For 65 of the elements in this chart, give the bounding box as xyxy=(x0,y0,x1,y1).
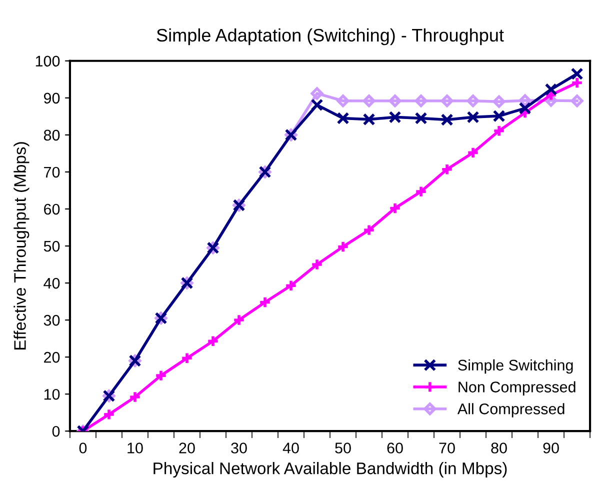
point xyxy=(284,279,298,292)
point xyxy=(102,408,116,421)
point xyxy=(336,112,350,125)
legend-label: Non Compressed xyxy=(458,381,576,396)
x-tick-label: 0 xyxy=(79,442,87,454)
point xyxy=(570,94,584,108)
x-tick-label: 40 xyxy=(282,442,299,454)
point xyxy=(232,314,246,326)
point xyxy=(388,110,402,124)
y-tick-label: 0 xyxy=(52,426,60,437)
x-tick-label: 30 xyxy=(231,442,247,454)
point xyxy=(414,112,428,125)
y-tick-label: 40 xyxy=(44,278,60,289)
x-axis-title: Physical Network Available Bandwidth (in Mbps) xyxy=(154,462,507,478)
x-tick-label: 90 xyxy=(543,442,559,454)
y-tick-label: 80 xyxy=(44,130,60,141)
point xyxy=(310,98,324,112)
point xyxy=(336,240,350,253)
point xyxy=(362,224,376,236)
point xyxy=(466,94,480,108)
y-tick-label: 60 xyxy=(44,204,60,215)
legend-label: Simple Switching xyxy=(458,359,573,374)
chart-title: Simple Adaptation (Switching) - Throughput xyxy=(156,28,504,46)
y-axis-title: Effective Throughput (Mbps) xyxy=(14,142,30,350)
point xyxy=(154,369,168,382)
point xyxy=(388,202,402,214)
point xyxy=(466,146,480,159)
point xyxy=(336,94,350,108)
point xyxy=(440,113,454,126)
point xyxy=(440,94,454,108)
x-tick-label: 60 xyxy=(387,442,403,454)
point xyxy=(518,102,532,115)
x-tick-label: 50 xyxy=(335,442,351,454)
x-tick-label: 70 xyxy=(439,442,455,454)
point xyxy=(362,94,376,108)
point xyxy=(388,94,402,108)
y-tick-label: 70 xyxy=(44,166,60,178)
legend-label: All Compressed xyxy=(457,403,564,418)
point xyxy=(310,87,324,100)
point xyxy=(570,68,584,80)
point xyxy=(570,76,584,89)
y-tick-label: 30 xyxy=(44,314,60,326)
y-tick-label: 20 xyxy=(44,352,60,363)
point xyxy=(544,83,558,96)
point xyxy=(492,124,506,138)
point xyxy=(310,258,324,271)
point xyxy=(128,390,142,404)
point xyxy=(518,94,532,107)
x-tick-label: 10 xyxy=(128,442,143,454)
point xyxy=(492,95,506,108)
point xyxy=(414,185,428,198)
y-tick-label: 50 xyxy=(44,240,60,252)
y-tick-label: 90 xyxy=(44,92,60,104)
point xyxy=(180,352,194,364)
y-tick-label: 10 xyxy=(44,388,60,400)
point xyxy=(440,163,454,176)
x-tick-label: 20 xyxy=(179,442,195,454)
point xyxy=(492,110,506,122)
point xyxy=(258,296,272,309)
point xyxy=(206,334,220,348)
point xyxy=(414,94,428,108)
point xyxy=(466,110,480,124)
point xyxy=(362,113,376,126)
x-tick-label: 80 xyxy=(491,442,507,454)
y-tick-label: 100 xyxy=(36,56,60,67)
